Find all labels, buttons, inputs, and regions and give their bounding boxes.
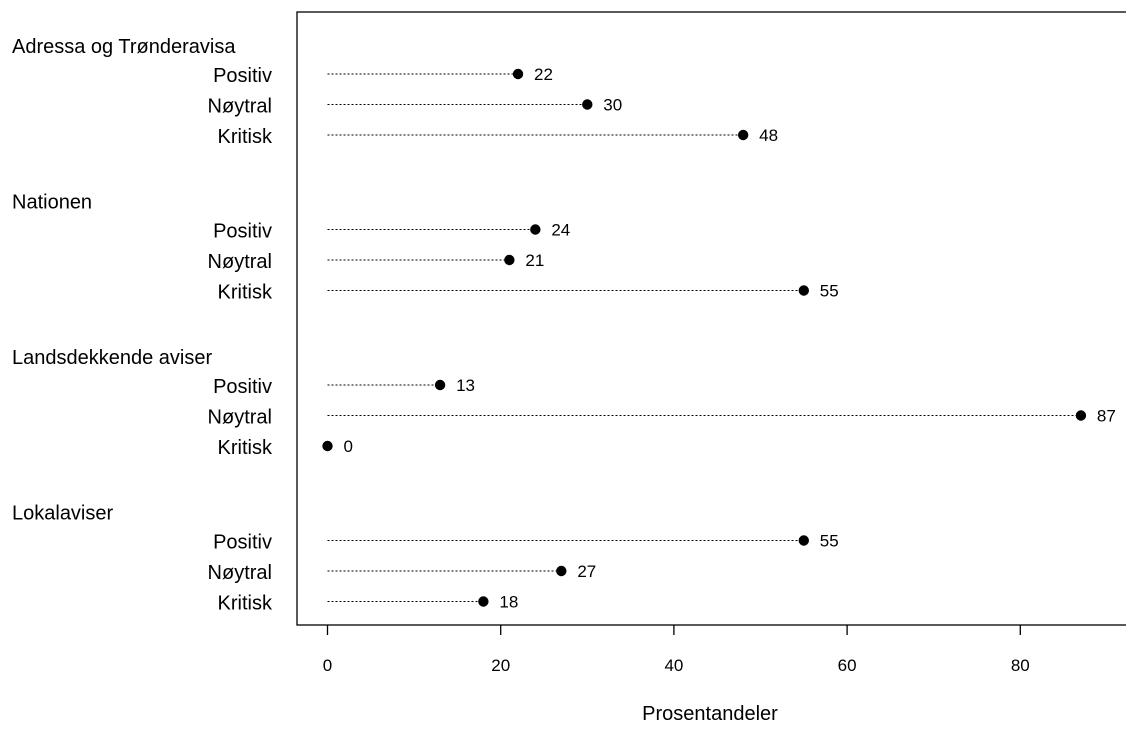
x-tick-label: 0 (323, 656, 332, 675)
data-point (434, 379, 446, 391)
data-point (737, 129, 749, 141)
data-point (556, 565, 567, 577)
category-label: Nøytral (208, 407, 272, 429)
category-label: Kritisk (218, 437, 273, 459)
value-label: 24 (551, 221, 570, 240)
category-label: Nøytral (208, 251, 272, 273)
x-tick-label: 60 (838, 656, 857, 675)
data-point (504, 254, 515, 266)
data-point (798, 535, 809, 546)
x-axis-title: Prosentandeler (642, 703, 778, 725)
x-tick-label: 40 (664, 656, 683, 675)
data-point (1075, 410, 1087, 421)
category-label: Positiv (213, 376, 272, 398)
data-point (478, 596, 489, 607)
category-label: Nøytral (208, 562, 272, 584)
data-point (582, 99, 593, 110)
group-label: Landsdekkende aviser (12, 347, 212, 369)
category-label: Positiv (213, 65, 272, 87)
value-label: 21 (525, 251, 544, 270)
x-tick-label: 20 (491, 656, 510, 675)
value-label: 55 (820, 532, 839, 551)
data-point (798, 285, 809, 296)
category-label: Positiv (213, 532, 272, 554)
value-label: 48 (759, 126, 778, 145)
group-label: Adressa og Trønderavisa (12, 36, 236, 58)
data-point (322, 440, 333, 452)
x-tick-label: 80 (1011, 656, 1030, 675)
value-label: 55 (820, 282, 839, 301)
value-label: 30 (603, 96, 622, 115)
group-label: Lokalaviser (12, 503, 114, 525)
plot-frame (296, 11, 1126, 626)
group-label: Nationen (12, 192, 92, 214)
value-label: 27 (577, 562, 596, 581)
value-label: 22 (534, 65, 553, 84)
data-point (512, 68, 524, 80)
category-label: Positiv (213, 221, 272, 243)
category-label: Kritisk (218, 282, 273, 304)
category-label: Kritisk (218, 126, 273, 148)
value-label: 0 (344, 437, 353, 456)
chart-marks: Adressa og Trønderavisa Positiv 22 Nøytral 3… (12, 36, 1116, 615)
data-point (530, 224, 541, 235)
category-label: Nøytral (208, 96, 272, 118)
value-label: 87 (1097, 407, 1116, 426)
value-label: 18 (499, 593, 518, 612)
value-label: 13 (456, 376, 475, 395)
category-label: Kritisk (218, 593, 273, 615)
x-axis: 0 20 40 60 80 (323, 625, 1030, 675)
